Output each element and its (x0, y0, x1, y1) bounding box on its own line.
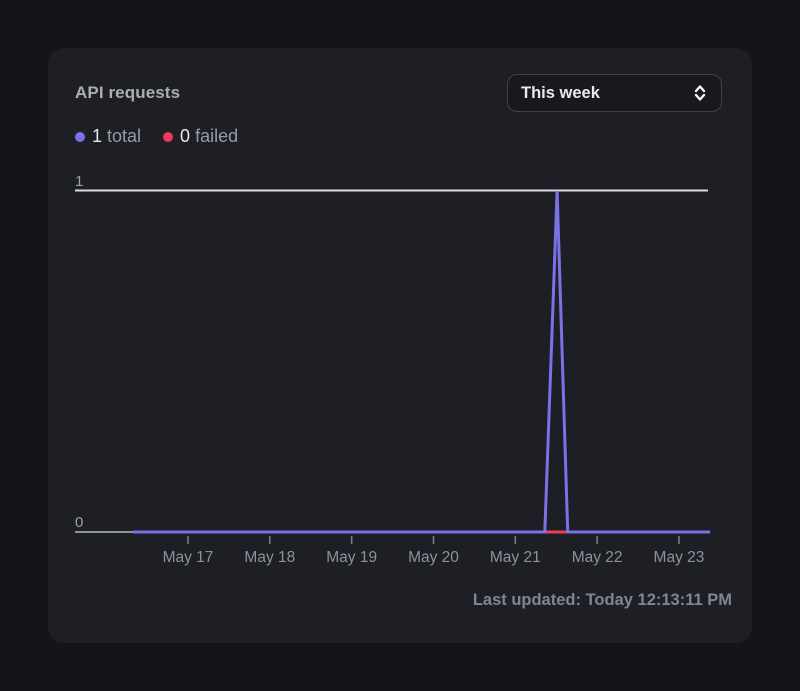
card-title: API requests (75, 83, 181, 102)
y-tick-label-0: 0 (75, 514, 83, 531)
failed-series-dot-icon (163, 131, 174, 142)
x-tick-label: May 22 (572, 549, 623, 566)
select-chevrons-icon (691, 83, 709, 103)
x-tick-label: May 20 (408, 549, 459, 566)
x-tick-label: May 23 (654, 549, 705, 566)
api-requests-chart: 1 0 May 17 May 18 May 19 May 20 May 21 May 22… (75, 173, 711, 566)
api-requests-card: API requests This week 1 total 0 failed … (48, 48, 752, 643)
x-tick-label: May 17 (163, 549, 214, 566)
total-label: total (107, 126, 142, 146)
chart-legend: 1 total 0 failed (75, 126, 238, 147)
y-tick-label-1: 1 (75, 173, 83, 190)
failed-label: failed (195, 126, 239, 146)
x-tick-label: May 19 (326, 549, 377, 566)
time-range-value: This week (521, 83, 600, 102)
total-line-series (133, 190, 711, 534)
time-range-select[interactable]: This week (507, 74, 722, 112)
last-updated-text: Last updated: Today 12:13:11 PM (472, 591, 732, 609)
failed-count: 0 (180, 126, 191, 146)
x-axis-ticks: May 17 May 18 May 19 May 20 May 21 May 22 May … (163, 536, 705, 566)
total-count: 1 (92, 126, 103, 146)
x-tick-label: May 18 (244, 549, 295, 566)
x-tick-label: May 21 (490, 549, 541, 566)
legend-item-total: 1 total (75, 126, 141, 147)
legend-item-failed: 0 failed (163, 126, 238, 147)
total-series-dot-icon (75, 131, 85, 142)
